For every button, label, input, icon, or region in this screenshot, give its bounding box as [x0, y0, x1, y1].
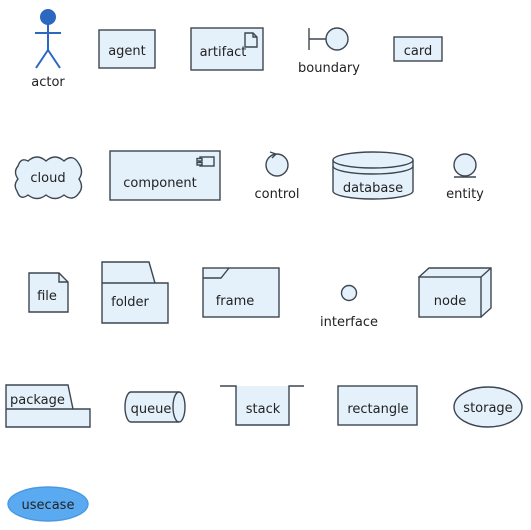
boundary-element: boundary: [298, 27, 360, 76]
actor-label: actor: [31, 75, 65, 90]
frame-label: frame: [216, 294, 255, 309]
entity-element: entity: [446, 153, 484, 202]
control-icon: [265, 151, 289, 177]
folder-element: folder: [101, 261, 169, 324]
package-element: package: [5, 384, 91, 428]
rectangle-element: rectangle: [337, 385, 418, 426]
control-label: control: [254, 187, 299, 202]
document-icon: [244, 32, 258, 48]
cloud-shape: [14, 156, 83, 200]
frame-element: frame: [202, 267, 280, 318]
stack-label: stack: [246, 402, 281, 417]
node-label: node: [434, 294, 466, 309]
control-element: control: [254, 151, 300, 202]
agent-element: agent: [98, 29, 156, 69]
component-icon: [196, 156, 215, 167]
usecase-label: usecase: [22, 498, 75, 513]
queue-label: queue: [131, 402, 172, 417]
node-element: node: [417, 267, 492, 318]
agent-label: agent: [108, 44, 146, 59]
actor-element: actor: [31, 9, 65, 90]
actor-icon: [35, 9, 61, 69]
boundary-icon: [308, 27, 349, 51]
artifact-label: artifact: [200, 45, 247, 60]
component-label: component: [123, 176, 197, 191]
interface-element: interface: [320, 284, 378, 330]
usecase-element: usecase: [7, 486, 89, 522]
database-label: database: [343, 181, 403, 196]
entity-label: entity: [446, 187, 484, 202]
package-label: package: [10, 393, 65, 408]
file-element: file: [28, 272, 69, 313]
entity-icon: [453, 153, 477, 178]
interface-label: interface: [320, 315, 378, 330]
artifact-element: artifact: [190, 27, 264, 71]
interface-icon: [340, 284, 358, 302]
boundary-label: boundary: [298, 61, 360, 76]
card-element: card: [393, 36, 443, 62]
card-label: card: [404, 44, 432, 59]
file-label: file: [37, 289, 57, 304]
storage-label: storage: [463, 401, 512, 416]
queue-element: queue: [124, 391, 186, 423]
component-element: component: [109, 150, 221, 201]
stack-element: stack: [220, 385, 304, 426]
cloud-label: cloud: [30, 171, 65, 186]
rectangle-label: rectangle: [347, 402, 408, 417]
storage-element: storage: [453, 386, 523, 428]
cloud-element: cloud: [14, 156, 83, 200]
database-element: database: [332, 151, 414, 200]
folder-label: folder: [111, 295, 149, 310]
